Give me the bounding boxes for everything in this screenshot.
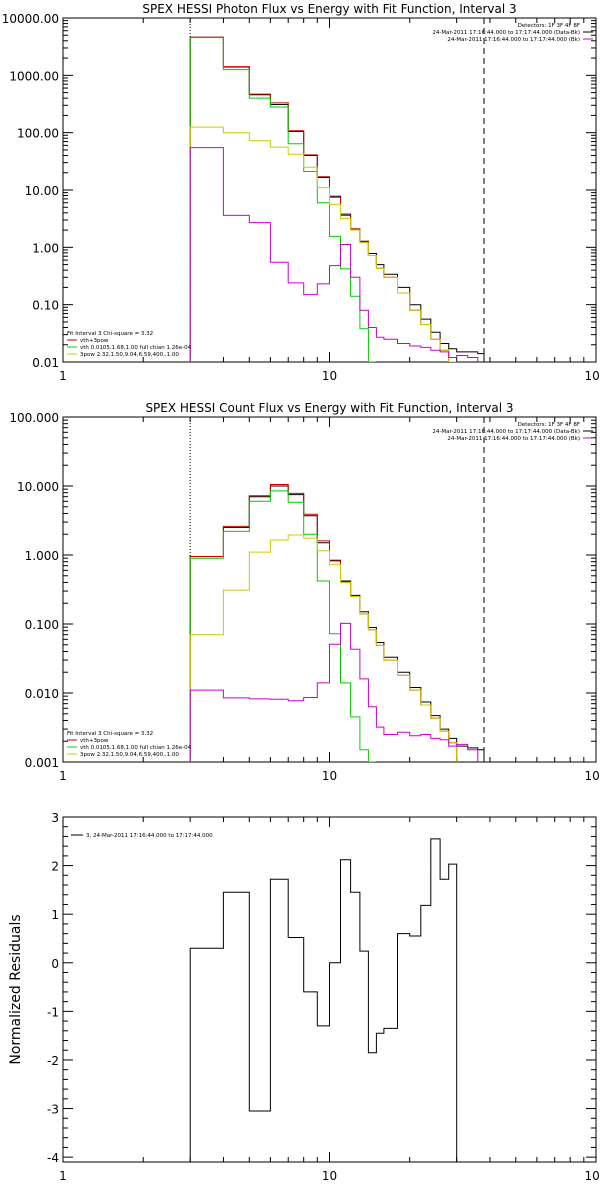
y-tick-label: 100.000 <box>9 411 59 425</box>
series-vth <box>189 490 377 762</box>
y-tick-label: 0.010 <box>25 687 59 701</box>
x-tick-label: 100 <box>585 369 600 383</box>
y-tick-label: 1000.00 <box>9 69 59 83</box>
legend-fit-text: Fit Interval 3 Chi-square = 3.32 <box>67 331 153 337</box>
y-tick-label: 2 <box>51 860 59 874</box>
x-tick-label: 10 <box>322 1169 337 1183</box>
chart-panel-3: 1 10 100 -4 -3 -2 -1 0 1 2 3 Normalized Residuals 3,… <box>8 811 600 1183</box>
chart-title: SPEX HESSI Count Flux vs Energy with Fit… <box>145 401 513 415</box>
series-3pow <box>189 534 458 762</box>
y-tick-label: -4 <box>47 1151 59 1165</box>
legend-top-right-text: 24-Mar-2011 17:16:44.000 to 17:17:44.000… <box>447 37 580 43</box>
y-tick-label: 0.001 <box>25 756 59 770</box>
series-data-bk <box>189 485 485 762</box>
plot-area <box>189 838 458 1162</box>
y-tick-label: -3 <box>47 1103 59 1117</box>
legend-top-right-text: 24-Mar-2011 17:16:44.000 to 17:17:44.000… <box>432 30 580 36</box>
legend-item-text: 3pow 2.32,1.50,9.04,6.59,400.,1.00 <box>80 352 179 358</box>
y-tick-label: -1 <box>47 1005 59 1019</box>
legend-item-text: vth+3pow <box>80 738 109 744</box>
x-tick-label: 100 <box>585 769 600 783</box>
chart-title: SPEX HESSI Photon Flux vs Energy with Fi… <box>142 2 516 16</box>
y-tick-label: 0.100 <box>25 618 59 632</box>
y-tick-label: 0.10 <box>32 299 59 313</box>
series-bk <box>189 622 479 762</box>
y-tick-label: 0.01 <box>32 356 59 370</box>
y-tick-label: 0 <box>51 957 59 971</box>
legend-item-text: 3pow 2.32,1.50,9.04,6.59,400.,1.00 <box>80 752 179 758</box>
y-tick-label: 100.00 <box>17 127 59 141</box>
legend-top-right-text: 24-Mar-2011 17:16:44.000 to 17:17:44.000… <box>447 436 580 442</box>
chart-panel-2: 1 10 100 0.001 0.010 0.100 1.000 10.000 100.000 S… <box>9 401 600 783</box>
legend-top-right-text: 24-Mar-2011 17:16:44.000 to 17:17:44.000… <box>432 429 580 435</box>
x-tick-label: 1 <box>59 369 67 383</box>
legend-item-text: 3, 24-Mar-2011 17:16:44.000 to 17:17:44.… <box>86 833 213 839</box>
plot-area <box>189 484 485 762</box>
x-tick-label: 1 <box>59 769 67 783</box>
chart-panel-1: 1 10 100 0.01 0.10 1.00 10.00 100.00 1000.00 1000… <box>2 2 600 383</box>
x-tick-label: 100 <box>585 1169 600 1183</box>
series-3pow <box>189 126 457 362</box>
series-bk <box>189 147 479 362</box>
y-tick-label: 1.00 <box>32 241 59 255</box>
legend-fit-text: Fit Interval 3 Chi-square = 3.32 <box>67 731 153 737</box>
y-tick-label: 3 <box>51 811 59 825</box>
legend-item-text: vth 0.0105,1.68,1.00 full chian 1.26e-04 <box>80 345 192 351</box>
y-tick-label: 10000.00 <box>2 12 59 26</box>
y-axis-label: Normalized Residuals <box>8 914 24 1064</box>
y-tick-label: -2 <box>47 1054 59 1068</box>
series-3-24-mar-2011-17-16-44-000-to-17-17-44-000 <box>189 838 458 1162</box>
x-tick-label: 10 <box>322 369 337 383</box>
y-tick-label: 1.000 <box>25 549 59 563</box>
legend-item-text: vth 0.0105,1.68,1.00 full chian 1.26e-04 <box>80 745 192 751</box>
x-tick-label: 10 <box>322 769 337 783</box>
legend-top-right-text: Detectors: 1F 3F 4F 8F <box>518 23 580 29</box>
legend-item-text: vth+3pow <box>80 338 109 344</box>
y-tick-label: 10.00 <box>25 184 59 198</box>
y-tick-label: 10.000 <box>17 480 59 494</box>
y-tick-label: 1 <box>51 908 59 922</box>
legend-top-right-text: Detectors: 1F 3F 4F 8F <box>518 422 580 428</box>
plot-area <box>189 36 485 362</box>
x-tick-label: 1 <box>59 1169 67 1183</box>
